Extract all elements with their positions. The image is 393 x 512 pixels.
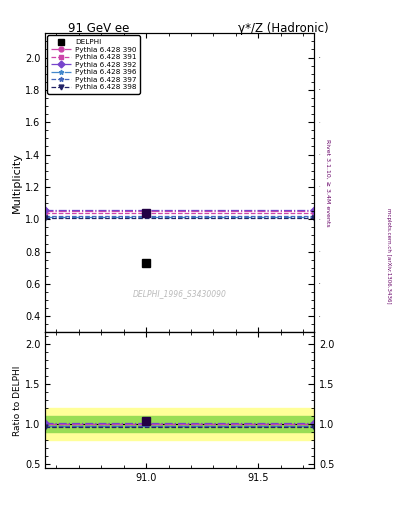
Text: 91 GeV ee: 91 GeV ee <box>68 22 129 34</box>
Text: γ*/Z (Hadronic): γ*/Z (Hadronic) <box>238 22 328 34</box>
Text: DELPHI_1996_S3430090: DELPHI_1996_S3430090 <box>133 289 227 298</box>
Legend: DELPHI, Pythia 6.428 390, Pythia 6.428 391, Pythia 6.428 392, Pythia 6.428 396, : DELPHI, Pythia 6.428 390, Pythia 6.428 3… <box>48 35 140 94</box>
Bar <box>45 416 314 433</box>
Bar <box>45 409 314 440</box>
Text: mcplots.cern.ch [arXiv:1306.3436]: mcplots.cern.ch [arXiv:1306.3436] <box>386 208 391 304</box>
Y-axis label: Multiplicity: Multiplicity <box>12 153 22 214</box>
Y-axis label: Ratio to DELPHI: Ratio to DELPHI <box>13 365 22 436</box>
Y-axis label: Rivet 3.1.10, ≥ 3.4M events: Rivet 3.1.10, ≥ 3.4M events <box>325 139 330 227</box>
